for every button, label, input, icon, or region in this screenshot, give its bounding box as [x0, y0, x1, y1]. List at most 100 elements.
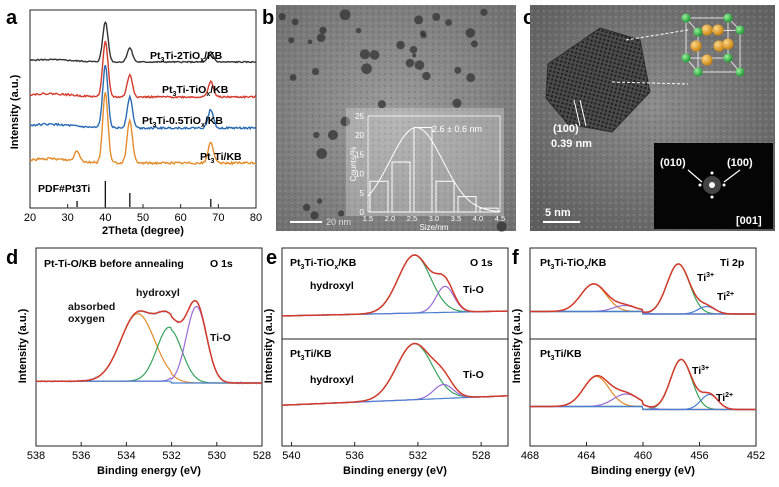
particle [316, 33, 326, 42]
particle [414, 15, 424, 25]
x-tick-label: 532 [409, 450, 427, 462]
particle [319, 26, 327, 34]
background-line [530, 405, 756, 411]
label-oxygen: oxygen [68, 313, 105, 325]
ti-atom [693, 27, 703, 37]
label-ti3-top: Ti3+ [697, 272, 714, 284]
particle [466, 73, 476, 83]
xrd-line [29, 92, 257, 166]
particle [317, 198, 323, 204]
pt-atom [701, 24, 713, 36]
hist-frame [367, 115, 501, 213]
scale-label: 20 nm [326, 217, 351, 227]
fit-component [282, 383, 508, 406]
x-tick-label: 536 [346, 450, 364, 462]
panel-e-xlabel: Binding energy (eV) [343, 465, 447, 477]
particle [288, 37, 295, 44]
particle [465, 28, 476, 38]
particle [359, 49, 370, 60]
panel-e-bottom-title: Pt3Ti/KB [290, 348, 332, 362]
x-tick-label: 464 [577, 450, 595, 462]
pt-atom [701, 54, 713, 66]
fft-label-010: (010) [660, 157, 686, 169]
particle [327, 129, 338, 140]
particle [340, 116, 351, 127]
panel-d-ylabel: Intensity (a.u.) [17, 308, 29, 383]
hist-ytick: 20 [355, 131, 364, 140]
x-tick-label: 530 [208, 450, 226, 462]
particle [409, 45, 418, 54]
panel-a-label: a [6, 7, 18, 29]
panel-a-xticks: 20 30 40 50 60 70 80 [24, 204, 262, 224]
pt-atom [713, 40, 725, 52]
panel-e: e Pt3Ti-TiOx/KB O 1s Pt3Ti/KB hydroxyl T… [263, 247, 509, 477]
particle [313, 131, 320, 139]
raw-data [529, 262, 756, 316]
hist-ytick: 25 [355, 112, 364, 121]
xrd-line [29, 21, 257, 64]
panel-f-xticks: 468 464 460 456 452 [521, 442, 765, 462]
scale-label: 5 nm [545, 207, 571, 219]
particle [339, 9, 351, 21]
pt-atom [722, 38, 734, 50]
hist-ytick: 10 [355, 170, 364, 179]
reference-ticks [76, 181, 212, 207]
particle [405, 58, 415, 68]
panel-d: d Pt-Ti-O/KB before annealing O 1s absor… [6, 247, 271, 477]
nanoparticle-lattice [545, 27, 651, 133]
xps-o1s-fit [35, 299, 263, 385]
hist-ylabel: Counts/% [349, 147, 358, 182]
envelope-fit [530, 358, 756, 411]
hist-bar [457, 196, 477, 213]
label-ti2-top: Ti2+ [717, 291, 734, 303]
particle [289, 74, 297, 81]
particle [396, 40, 405, 50]
particle [316, 148, 327, 159]
label-hydroxyl: hydroxyl [136, 287, 180, 299]
panel-a: a Pt3Ti-2TiOx/KB Pt3Ti-TiOx/KB Pt3Ti-0.5… [6, 7, 262, 237]
ti-atom [735, 25, 745, 35]
particle [311, 67, 320, 76]
curve-label-tiox: Pt3Ti-TiOx/KB [162, 84, 229, 98]
x-tick-label: 540 [282, 450, 300, 462]
label-tio-top: Ti-O [463, 284, 484, 296]
panel-f-xlabel: Binding energy (eV) [591, 465, 695, 477]
pt-atom [690, 40, 702, 52]
curve-label-2tiox: Pt3Ti-2TiOx/KB [150, 50, 223, 64]
x-tick-label: 452 [747, 450, 765, 462]
label-tio-bottom: Ti-O [463, 369, 484, 381]
panel-a-frame [29, 9, 257, 209]
hist-xtick: 4.5 [495, 214, 505, 223]
x-tick-label: 40 [99, 212, 111, 224]
panel-d-title: Pt-Ti-O/KB before annealing [44, 258, 184, 270]
zone-axis: [001] [736, 215, 762, 227]
ti-atom [723, 53, 733, 63]
size-histogram: 0 5 10 15 20 25 1.5 2.0 2.5 3.0 3.5 4.0 4.5 Counts/% S… [349, 112, 505, 232]
hist-bar [413, 127, 433, 213]
x-tick-label: 50 [137, 212, 149, 224]
ti-atom [693, 67, 703, 77]
curve-label-pt3ti: Pt3Ti/KB [200, 151, 242, 165]
xrd-line [29, 64, 257, 131]
particle [454, 66, 462, 74]
panel-d-frame [35, 247, 263, 447]
panel-d-label: d [6, 247, 18, 269]
x-tick-label: 468 [521, 450, 539, 462]
x-tick-label: 528 [253, 450, 271, 462]
hist-bar [391, 161, 411, 213]
panel-a-xlabel: 2Theta (degree) [102, 225, 184, 237]
particle [377, 100, 386, 109]
hist-ytick: 0 [360, 208, 365, 217]
particle [338, 210, 345, 217]
ref-label: PDF#Pt3Ti [38, 183, 90, 195]
panel-f: f Pt3Ti-TiOx/KB Ti 2p Pt3Ti/KB Ti3+ Ti2+… [511, 247, 765, 477]
particle [419, 30, 426, 37]
panel-f-frame [529, 247, 757, 447]
panel-e-ylabel: Intensity (a.u.) [263, 308, 275, 383]
label-tio: Ti-O [210, 332, 231, 344]
x-tick-label: 30 [62, 212, 74, 224]
x-tick-label: 532 [162, 450, 180, 462]
particle [422, 71, 431, 81]
particle [369, 50, 380, 60]
particle [302, 203, 311, 212]
